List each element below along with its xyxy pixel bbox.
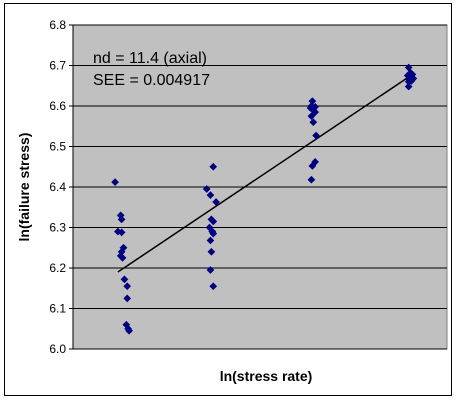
data-point — [309, 118, 318, 127]
y-tick-label: 6.0 — [49, 342, 66, 356]
data-point — [120, 275, 129, 284]
data-points — [111, 63, 418, 335]
data-point — [311, 108, 320, 117]
data-point — [404, 82, 413, 91]
y-tick-labels: 6.0 6.1 6.2 6.3 6.4 6.5 6.6 6.7 6.8 — [49, 18, 74, 356]
data-point — [209, 229, 218, 238]
data-point — [206, 236, 215, 245]
data-point — [202, 185, 211, 193]
data-point — [117, 228, 126, 237]
data-point — [117, 215, 126, 224]
y-tick-label: 6.1 — [49, 302, 66, 316]
data-point — [307, 112, 316, 121]
data-point — [312, 131, 321, 140]
y-tick-label: 6.3 — [49, 221, 66, 235]
data-point — [307, 175, 316, 184]
annotation-see: SEE = 0.004917 — [93, 72, 210, 89]
data-point — [209, 217, 218, 226]
y-tick-label: 6.4 — [49, 180, 66, 194]
chart-frame: 6.0 6.1 6.2 6.3 6.4 6.5 6.6 6.7 6.8 nd = 11.4 (a… — [4, 3, 452, 396]
data-point — [308, 161, 317, 170]
data-point — [206, 191, 215, 200]
data-point — [206, 266, 215, 274]
y-tick-label: 6.5 — [49, 140, 66, 154]
trendline-group — [117, 77, 409, 273]
chart: 6.0 6.1 6.2 6.3 6.4 6.5 6.6 6.7 6.8 nd = 11.4 (a… — [16, 18, 448, 384]
data-point — [207, 247, 216, 256]
y-axis-title: ln(failure stress) — [16, 133, 32, 242]
y-tick-label: 6.2 — [49, 261, 66, 275]
trendline — [117, 77, 409, 273]
data-point — [123, 282, 132, 291]
data-point — [111, 178, 120, 187]
data-point — [212, 198, 221, 206]
x-axis-title: ln(stress rate) — [220, 368, 313, 384]
gridlines — [73, 24, 447, 350]
data-point — [209, 162, 218, 171]
data-point — [125, 326, 134, 335]
y-tick-label: 6.7 — [49, 59, 66, 73]
y-tick-label: 6.6 — [49, 99, 66, 113]
annotation-nd: nd = 11.4 (axial) — [93, 50, 207, 67]
data-point — [123, 294, 132, 303]
y-tick-label: 6.8 — [49, 18, 66, 32]
data-point — [209, 282, 218, 291]
data-point — [118, 253, 127, 262]
